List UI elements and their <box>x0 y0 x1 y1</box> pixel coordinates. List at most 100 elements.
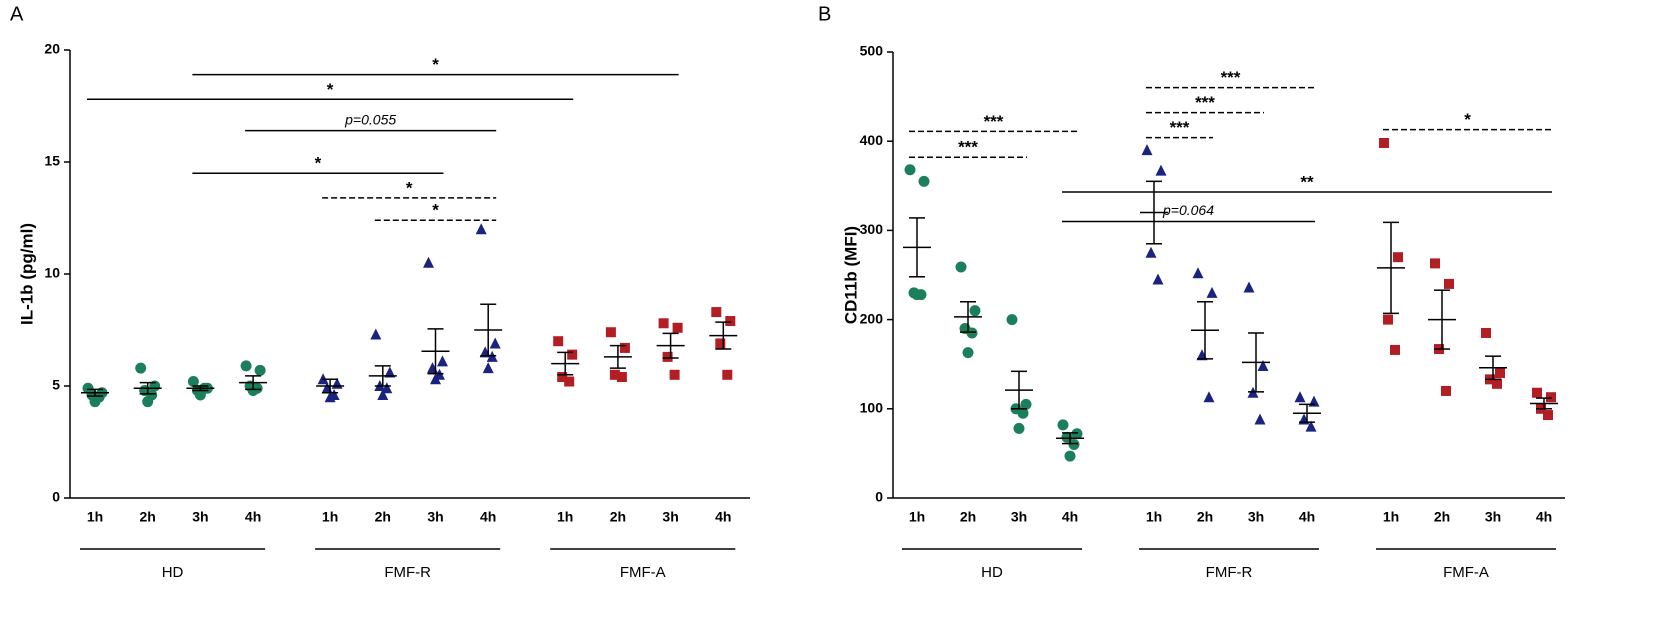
x-tick-label: 3h <box>662 509 678 525</box>
y-tick-label: 10 <box>44 265 60 281</box>
data-point <box>918 175 930 187</box>
x-tick-label: 1h <box>87 509 103 525</box>
significance-label: *** <box>1170 118 1190 137</box>
data-point <box>437 355 448 367</box>
data-point <box>427 362 438 374</box>
data-point <box>240 360 252 372</box>
data-point <box>430 373 441 385</box>
significance-label: *** <box>1195 93 1215 112</box>
data-point <box>658 318 669 329</box>
x-tick-label: 4h <box>715 509 731 525</box>
data-point <box>475 223 487 235</box>
data-point <box>1379 137 1389 148</box>
data-point <box>1203 391 1215 403</box>
significance-label: ** <box>1300 173 1314 192</box>
data-point <box>672 322 683 333</box>
y-tick-label: 5 <box>52 377 60 393</box>
data-point <box>1390 344 1400 355</box>
data-point <box>1068 438 1080 450</box>
data-point <box>1492 378 1502 389</box>
x-tick-label: 4h <box>245 509 261 525</box>
y-tick-label: 20 <box>44 41 60 57</box>
group-label: FMF-A <box>1443 564 1489 581</box>
x-tick-label: 3h <box>192 509 208 525</box>
data-point <box>1243 281 1255 293</box>
significance-label: *** <box>958 138 978 157</box>
group-label: HD <box>162 564 184 581</box>
significance-label: *** <box>984 112 1004 131</box>
data-point <box>1305 420 1317 432</box>
x-tick-label: 1h <box>909 509 925 525</box>
data-point <box>1013 422 1025 434</box>
x-tick-label: 2h <box>1197 509 1213 525</box>
significance-label: p=0.055 <box>344 111 396 127</box>
data-point <box>619 342 630 353</box>
data-point <box>254 364 266 376</box>
panel-letter: B <box>818 3 831 25</box>
data-point <box>482 362 494 374</box>
y-tick-label: 0 <box>52 489 60 505</box>
data-point <box>1383 314 1393 325</box>
x-tick-label: 3h <box>427 509 443 525</box>
x-tick-label: 2h <box>140 509 156 525</box>
y-tick-label: 500 <box>860 43 884 59</box>
panel-letter: A <box>10 3 24 25</box>
data-point <box>89 396 101 408</box>
y-tick-label: 300 <box>860 221 884 237</box>
data-point <box>605 327 616 338</box>
y-axis-label: IL-1b (pg/ml) <box>17 223 36 325</box>
group-label: FMF-R <box>1206 564 1253 581</box>
data-point <box>1145 246 1157 258</box>
x-tick-label: 2h <box>375 509 391 525</box>
data-point <box>1444 278 1454 289</box>
data-point <box>725 316 736 327</box>
data-point <box>489 337 501 349</box>
data-point <box>553 336 564 347</box>
data-point <box>1254 413 1266 425</box>
data-point <box>377 388 389 400</box>
data-point <box>324 391 336 403</box>
data-point <box>1141 144 1153 156</box>
significance-label: * <box>406 178 413 197</box>
data-point <box>1294 391 1306 403</box>
significance-label: p=0.064 <box>1162 202 1214 218</box>
x-tick-label: 3h <box>1011 509 1027 525</box>
data-point <box>384 366 396 378</box>
data-point <box>966 327 978 339</box>
data-point <box>1441 385 1451 396</box>
data-point <box>669 369 680 380</box>
data-point <box>1481 327 1491 338</box>
x-tick-label: 4h <box>1062 509 1078 525</box>
significance-label: * <box>432 201 439 220</box>
x-tick-label: 1h <box>322 509 338 525</box>
data-point <box>1257 359 1269 371</box>
x-tick-label: 1h <box>1146 509 1162 525</box>
data-point <box>1006 314 1018 326</box>
x-tick-label: 3h <box>1485 509 1501 525</box>
y-tick-label: 0 <box>875 489 883 505</box>
x-tick-label: 3h <box>1248 509 1264 525</box>
data-point <box>1017 407 1029 419</box>
data-point <box>1192 267 1204 279</box>
data-point <box>567 349 578 360</box>
significance-label: *** <box>1221 68 1241 87</box>
x-tick-label: 1h <box>557 509 573 525</box>
significance-label: * <box>1464 110 1471 129</box>
data-point <box>662 351 673 362</box>
x-tick-label: 4h <box>480 509 496 525</box>
data-point <box>1057 419 1069 431</box>
x-tick-label: 2h <box>1434 509 1450 525</box>
data-point <box>247 384 259 396</box>
data-point <box>1064 450 1076 462</box>
group-label: FMF-A <box>620 564 666 581</box>
x-tick-label: 4h <box>1536 509 1552 525</box>
data-point <box>142 396 154 408</box>
y-tick-label: 400 <box>860 132 884 148</box>
data-point <box>1430 258 1440 269</box>
data-point <box>962 347 974 359</box>
group-label: FMF-R <box>384 564 431 581</box>
data-point <box>1393 252 1403 263</box>
significance-label: * <box>315 154 322 173</box>
data-point <box>609 369 620 380</box>
